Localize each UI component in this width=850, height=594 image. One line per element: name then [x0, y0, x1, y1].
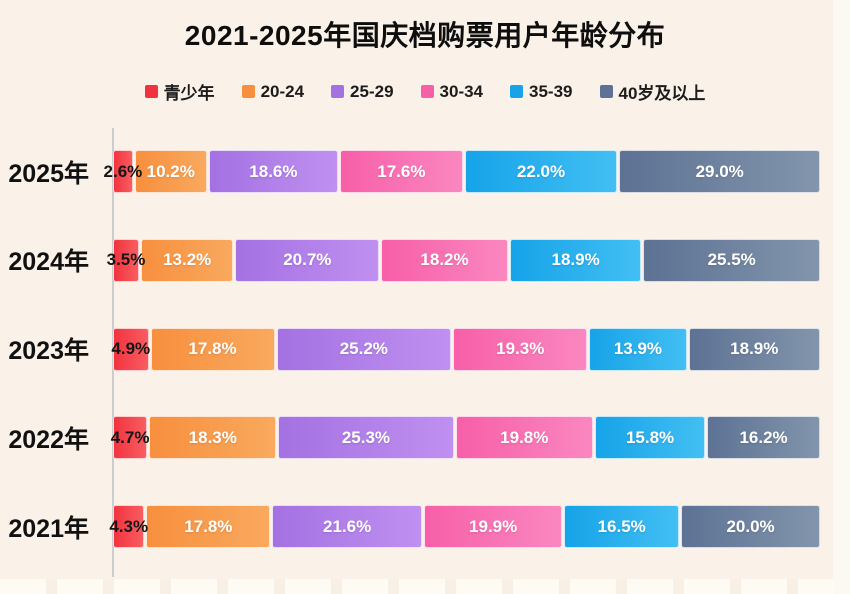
legend-swatch-icon — [420, 85, 434, 98]
bar-segment: 17.8% — [150, 327, 275, 371]
bar-segment: 17.6% — [340, 150, 463, 193]
bottom-crop-strip — [0, 579, 850, 594]
segment-value-label: 25.3% — [341, 427, 391, 447]
segment-value-label: 13.2% — [163, 250, 212, 270]
segment-value-label: 4.3% — [109, 516, 149, 536]
segment-value-label: 22.0% — [516, 161, 566, 181]
year-label: 2021年 — [8, 514, 89, 543]
stacked-bar: 4.3% 17.8% 21.6% 19.9% 16.5% 20.0% — [109, 505, 820, 548]
bar-segment: 10.2% — [134, 150, 207, 193]
stacked-bar: 4.9% 17.8% 25.2% 19.3% 13.9% 18.9% — [111, 327, 821, 371]
legend-label: 40岁及以上 — [618, 84, 706, 103]
legend-swatch-icon — [241, 85, 255, 98]
segment-value-label: 18.6% — [249, 161, 298, 181]
segment-value-label: 16.5% — [597, 516, 646, 536]
legend-label: 20-24 — [260, 81, 305, 101]
segment-value-label: 13.9% — [613, 339, 663, 358]
bar-segment: 2.6% — [104, 150, 142, 193]
legend-item: 35-39 — [510, 81, 573, 102]
legend-item: 40岁及以上 — [599, 79, 706, 104]
bar-segment: 19.3% — [453, 327, 588, 371]
bar-segment: 16.2% — [707, 416, 820, 460]
bar-segment: 13.9% — [589, 327, 687, 371]
legend-swatch-icon — [144, 85, 158, 98]
bar-segment: 4.9% — [111, 327, 151, 371]
bar-segment: 18.6% — [208, 150, 339, 193]
right-crop-strip — [833, 0, 850, 594]
bar-row: 2025年 2.6% 10.2% 18.6% 17.6% 22.0% 29.0% — [0, 150, 821, 193]
bar-segment: 13.2% — [140, 238, 234, 282]
segment-value-label: 29.0% — [695, 161, 744, 181]
legend-label: 青少年 — [163, 84, 215, 103]
bar-segment: 29.0% — [619, 150, 821, 193]
bar-segment: 15.8% — [595, 416, 706, 460]
segment-value-label: 18.3% — [188, 427, 237, 447]
bar-segment: 25.2% — [276, 327, 452, 371]
stacked-bar: 3.5% 13.2% 20.7% 18.2% 18.9% 25.5% — [107, 238, 820, 282]
legend-item: 25-29 — [331, 81, 394, 102]
segment-value-label: 2.6% — [103, 161, 143, 181]
year-label: 2022年 — [8, 425, 89, 454]
segment-value-label: 18.9% — [730, 339, 779, 358]
year-label: 2025年 — [8, 159, 89, 188]
bar-segment: 22.0% — [464, 150, 618, 193]
stacked-bar: 4.7% 18.3% 25.3% 19.8% 15.8% 16.2% — [110, 416, 820, 460]
legend-swatch-icon — [599, 85, 613, 98]
bar-segment: 18.3% — [149, 416, 277, 460]
segment-value-label: 18.2% — [420, 250, 469, 270]
segment-value-label: 4.9% — [111, 339, 151, 358]
legend-label: 25-29 — [350, 81, 394, 101]
segment-value-label: 17.8% — [184, 516, 233, 536]
plot-area: 2025年 2.6% 10.2% 18.6% 17.6% 22.0% 29.0% 2024年 3… — [0, 150, 821, 548]
bar-segment: 3.5% — [107, 238, 145, 282]
bar-segment: 19.8% — [455, 416, 594, 460]
legend-label: 30-34 — [439, 81, 484, 101]
stacked-bar: 2.6% 10.2% 18.6% 17.6% 22.0% 29.0% — [104, 150, 821, 193]
segment-value-label: 19.3% — [496, 339, 545, 358]
legend: 青少年 20-24 25-29 30-34 35-39 40岁及以上 — [0, 79, 850, 104]
legend-swatch-icon — [510, 85, 524, 98]
bar-segment: 4.3% — [109, 505, 148, 548]
segment-value-label: 19.9% — [469, 516, 518, 536]
segment-value-label: 17.8% — [188, 339, 237, 358]
segment-value-label: 18.9% — [551, 250, 600, 270]
segment-value-label: 20.7% — [283, 250, 332, 270]
bar-segment: 25.5% — [643, 238, 820, 282]
bar-segment: 21.6% — [272, 505, 423, 548]
bar-segment: 16.5% — [564, 505, 680, 548]
segment-value-label: 21.6% — [323, 516, 372, 536]
legend-item: 30-34 — [420, 81, 484, 102]
bar-row: 2023年 4.9% 17.8% 25.2% 19.3% 13.9% 18.9% — [0, 327, 821, 371]
segment-value-label: 17.6% — [377, 161, 426, 181]
segment-value-label: 4.7% — [110, 427, 150, 447]
bar-row: 2022年 4.7% 18.3% 25.3% 19.8% 15.8% 16.2% — [0, 416, 820, 460]
segment-value-label: 19.8% — [500, 427, 549, 447]
bar-row: 2021年 4.3% 17.8% 21.6% 19.9% 16.5% 20.0% — [0, 505, 820, 548]
year-label: 2023年 — [8, 337, 89, 365]
segment-value-label: 3.5% — [106, 250, 146, 270]
legend-item: 青少年 — [144, 79, 215, 104]
bar-segment: 19.9% — [424, 505, 563, 548]
year-label: 2024年 — [8, 248, 89, 277]
bar-segment: 25.3% — [278, 416, 454, 460]
bar-segment: 20.0% — [681, 505, 820, 548]
segment-value-label: 25.5% — [707, 250, 756, 270]
bar-segment: 18.9% — [688, 327, 821, 371]
legend-swatch-icon — [331, 85, 345, 98]
chart-title: 2021-2025年国庆档购票用户年龄分布 — [184, 20, 666, 51]
bar-row: 2024年 3.5% 13.2% 20.7% 18.2% 18.9% 25.5% — [0, 238, 820, 282]
segment-value-label: 20.0% — [726, 516, 775, 536]
legend-label: 35-39 — [529, 81, 573, 101]
bar-segment: 17.8% — [146, 505, 271, 548]
segment-value-label: 25.2% — [339, 339, 388, 358]
bar-segment: 18.9% — [509, 238, 642, 282]
segment-value-label: 10.2% — [146, 161, 195, 181]
bar-segment: 18.2% — [381, 238, 508, 282]
segment-value-label: 16.2% — [739, 427, 788, 447]
bar-segment: 20.7% — [235, 238, 380, 282]
segment-value-label: 15.8% — [625, 427, 675, 447]
bar-segment: 4.7% — [110, 416, 150, 460]
legend-item: 20-24 — [241, 81, 305, 102]
